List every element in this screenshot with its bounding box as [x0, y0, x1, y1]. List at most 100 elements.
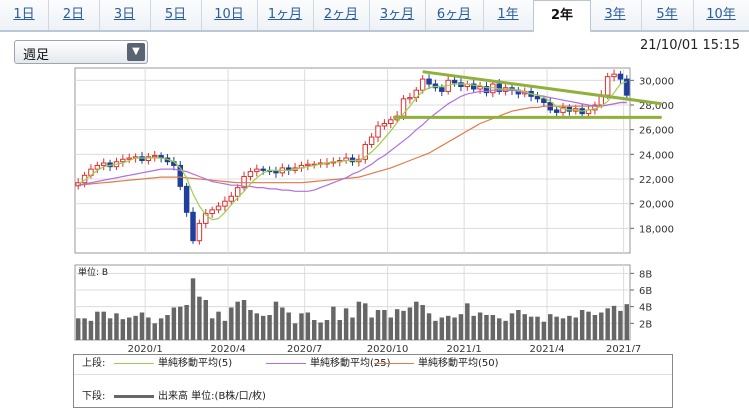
price-tick-label: 26,000	[639, 126, 674, 137]
candle-body	[145, 156, 152, 162]
candle-body	[426, 78, 432, 85]
candle-body	[254, 168, 260, 173]
volume-bar	[382, 310, 387, 340]
volume-bar	[350, 317, 355, 340]
candle-body	[419, 78, 426, 91]
candle-body	[617, 73, 624, 80]
legend-ma50: 単純移動平均(50)	[374, 356, 499, 372]
candle-body	[139, 156, 145, 162]
volume-bar	[407, 307, 413, 340]
legend-ma50-label: 単純移動平均(50)	[418, 358, 499, 369]
volume-bar	[356, 301, 362, 340]
volume-bar	[331, 306, 336, 340]
candle-body	[375, 125, 381, 138]
volume-bar	[152, 323, 157, 340]
volume-bar	[165, 315, 170, 340]
volume-bar	[343, 308, 349, 340]
period-tab-bar: 1日 2日 3日 5日 10日 1ヶ月 2ヶ月 3ヶ月 6ヶ月 1年 2年 3年 5年 10年	[0, 0, 749, 33]
volume-bar	[229, 307, 234, 340]
candle-body	[203, 213, 209, 224]
candle-body	[94, 164, 101, 170]
candle-body	[273, 171, 279, 174]
tab-3[interactable]: 3日	[99, 0, 151, 30]
price-tick-label: 20,000	[639, 200, 674, 211]
candle-body	[120, 158, 126, 163]
volume-bar	[394, 309, 400, 340]
volume-bar	[592, 315, 598, 340]
volume-bar	[146, 317, 151, 340]
volume-unit-label: 単位: B	[78, 266, 108, 278]
volume-bar	[426, 313, 432, 340]
volume-bar	[599, 312, 604, 340]
volume-bar	[471, 315, 476, 340]
volume-bar	[190, 278, 196, 340]
volume-tick-label: 4B	[639, 303, 652, 314]
candle-body	[247, 171, 254, 178]
volume-bar	[618, 310, 623, 340]
volume-bar	[465, 303, 470, 340]
volume-bar	[586, 311, 591, 340]
candle-body	[611, 73, 617, 78]
volume-bar	[541, 321, 547, 340]
candle-body	[228, 195, 235, 202]
volume-bar	[286, 312, 291, 340]
candle-body	[560, 106, 566, 113]
ma5-line	[77, 81, 628, 221]
volume-bar	[535, 316, 540, 340]
volume-bar	[324, 320, 330, 340]
volume-bar	[158, 318, 164, 340]
price-tick-label: 30,000	[639, 76, 674, 87]
candle-body	[349, 157, 356, 163]
volume-bar	[484, 315, 489, 340]
tab-7[interactable]: 2ヶ月	[313, 0, 370, 30]
candle-body	[407, 97, 413, 100]
volume-bar	[433, 320, 438, 340]
candle-body	[196, 222, 203, 242]
tab-9[interactable]: 6ヶ月	[425, 0, 484, 30]
price-tick-label: 18,000	[639, 224, 674, 235]
candle-body	[388, 119, 394, 125]
legend-ma25-label: 単純移動平均(25)	[310, 358, 391, 369]
legend-volume: 出来高 単位:(B株/口/枚)	[114, 389, 266, 405]
resistance-trendline	[422, 70, 662, 106]
tab-1[interactable]: 1日	[0, 0, 49, 30]
legend-ma25-swatch	[266, 362, 306, 364]
tab-12[interactable]: 3年	[589, 0, 642, 30]
volume-bar	[420, 305, 425, 340]
legend-ma5-label: 単純移動平均(5)	[158, 358, 233, 369]
volume-bar	[235, 301, 240, 340]
candle-body	[451, 79, 458, 84]
tab-4[interactable]: 5日	[150, 0, 202, 30]
chevron-down-icon[interactable]: ▼	[127, 43, 145, 61]
tab-5[interactable]: 10日	[201, 0, 258, 30]
tab-11[interactable]: 2年	[533, 0, 591, 33]
candle-body	[100, 162, 107, 166]
tab-6[interactable]: 1ヶ月	[257, 0, 314, 30]
price-tick-label: 24,000	[639, 150, 674, 161]
tab-13[interactable]: 5年	[641, 0, 694, 30]
candle-body	[483, 86, 490, 94]
candle-body	[305, 163, 311, 166]
volume-bar	[139, 312, 145, 340]
x-tick-label: 2020/4	[211, 344, 246, 352]
volume-bar	[611, 305, 617, 340]
volume-bar	[101, 311, 106, 340]
candle-body	[126, 157, 132, 160]
candle-body	[209, 209, 215, 215]
candle-body	[541, 98, 547, 104]
chart-legend: 上段: 単純移動平均(5) 単純移動平均(25) 単純移動平均(50) 下段: …	[73, 354, 673, 408]
volume-bar	[311, 320, 317, 340]
volume-bar	[197, 296, 202, 340]
legend-ma5-swatch	[114, 362, 154, 364]
tab-8[interactable]: 3ヶ月	[369, 0, 426, 30]
candle-body	[183, 185, 190, 213]
volume-bar	[254, 313, 260, 340]
volume-bar	[509, 313, 515, 340]
period-select[interactable]: 週足 ▼	[14, 40, 148, 64]
tab-2[interactable]: 2日	[48, 0, 100, 30]
tab-14[interactable]: 10年	[693, 0, 749, 30]
volume-bar	[171, 307, 177, 340]
volume-bar	[490, 315, 496, 340]
candle-body	[241, 176, 247, 189]
x-tick-label: 2020/10	[367, 344, 409, 352]
